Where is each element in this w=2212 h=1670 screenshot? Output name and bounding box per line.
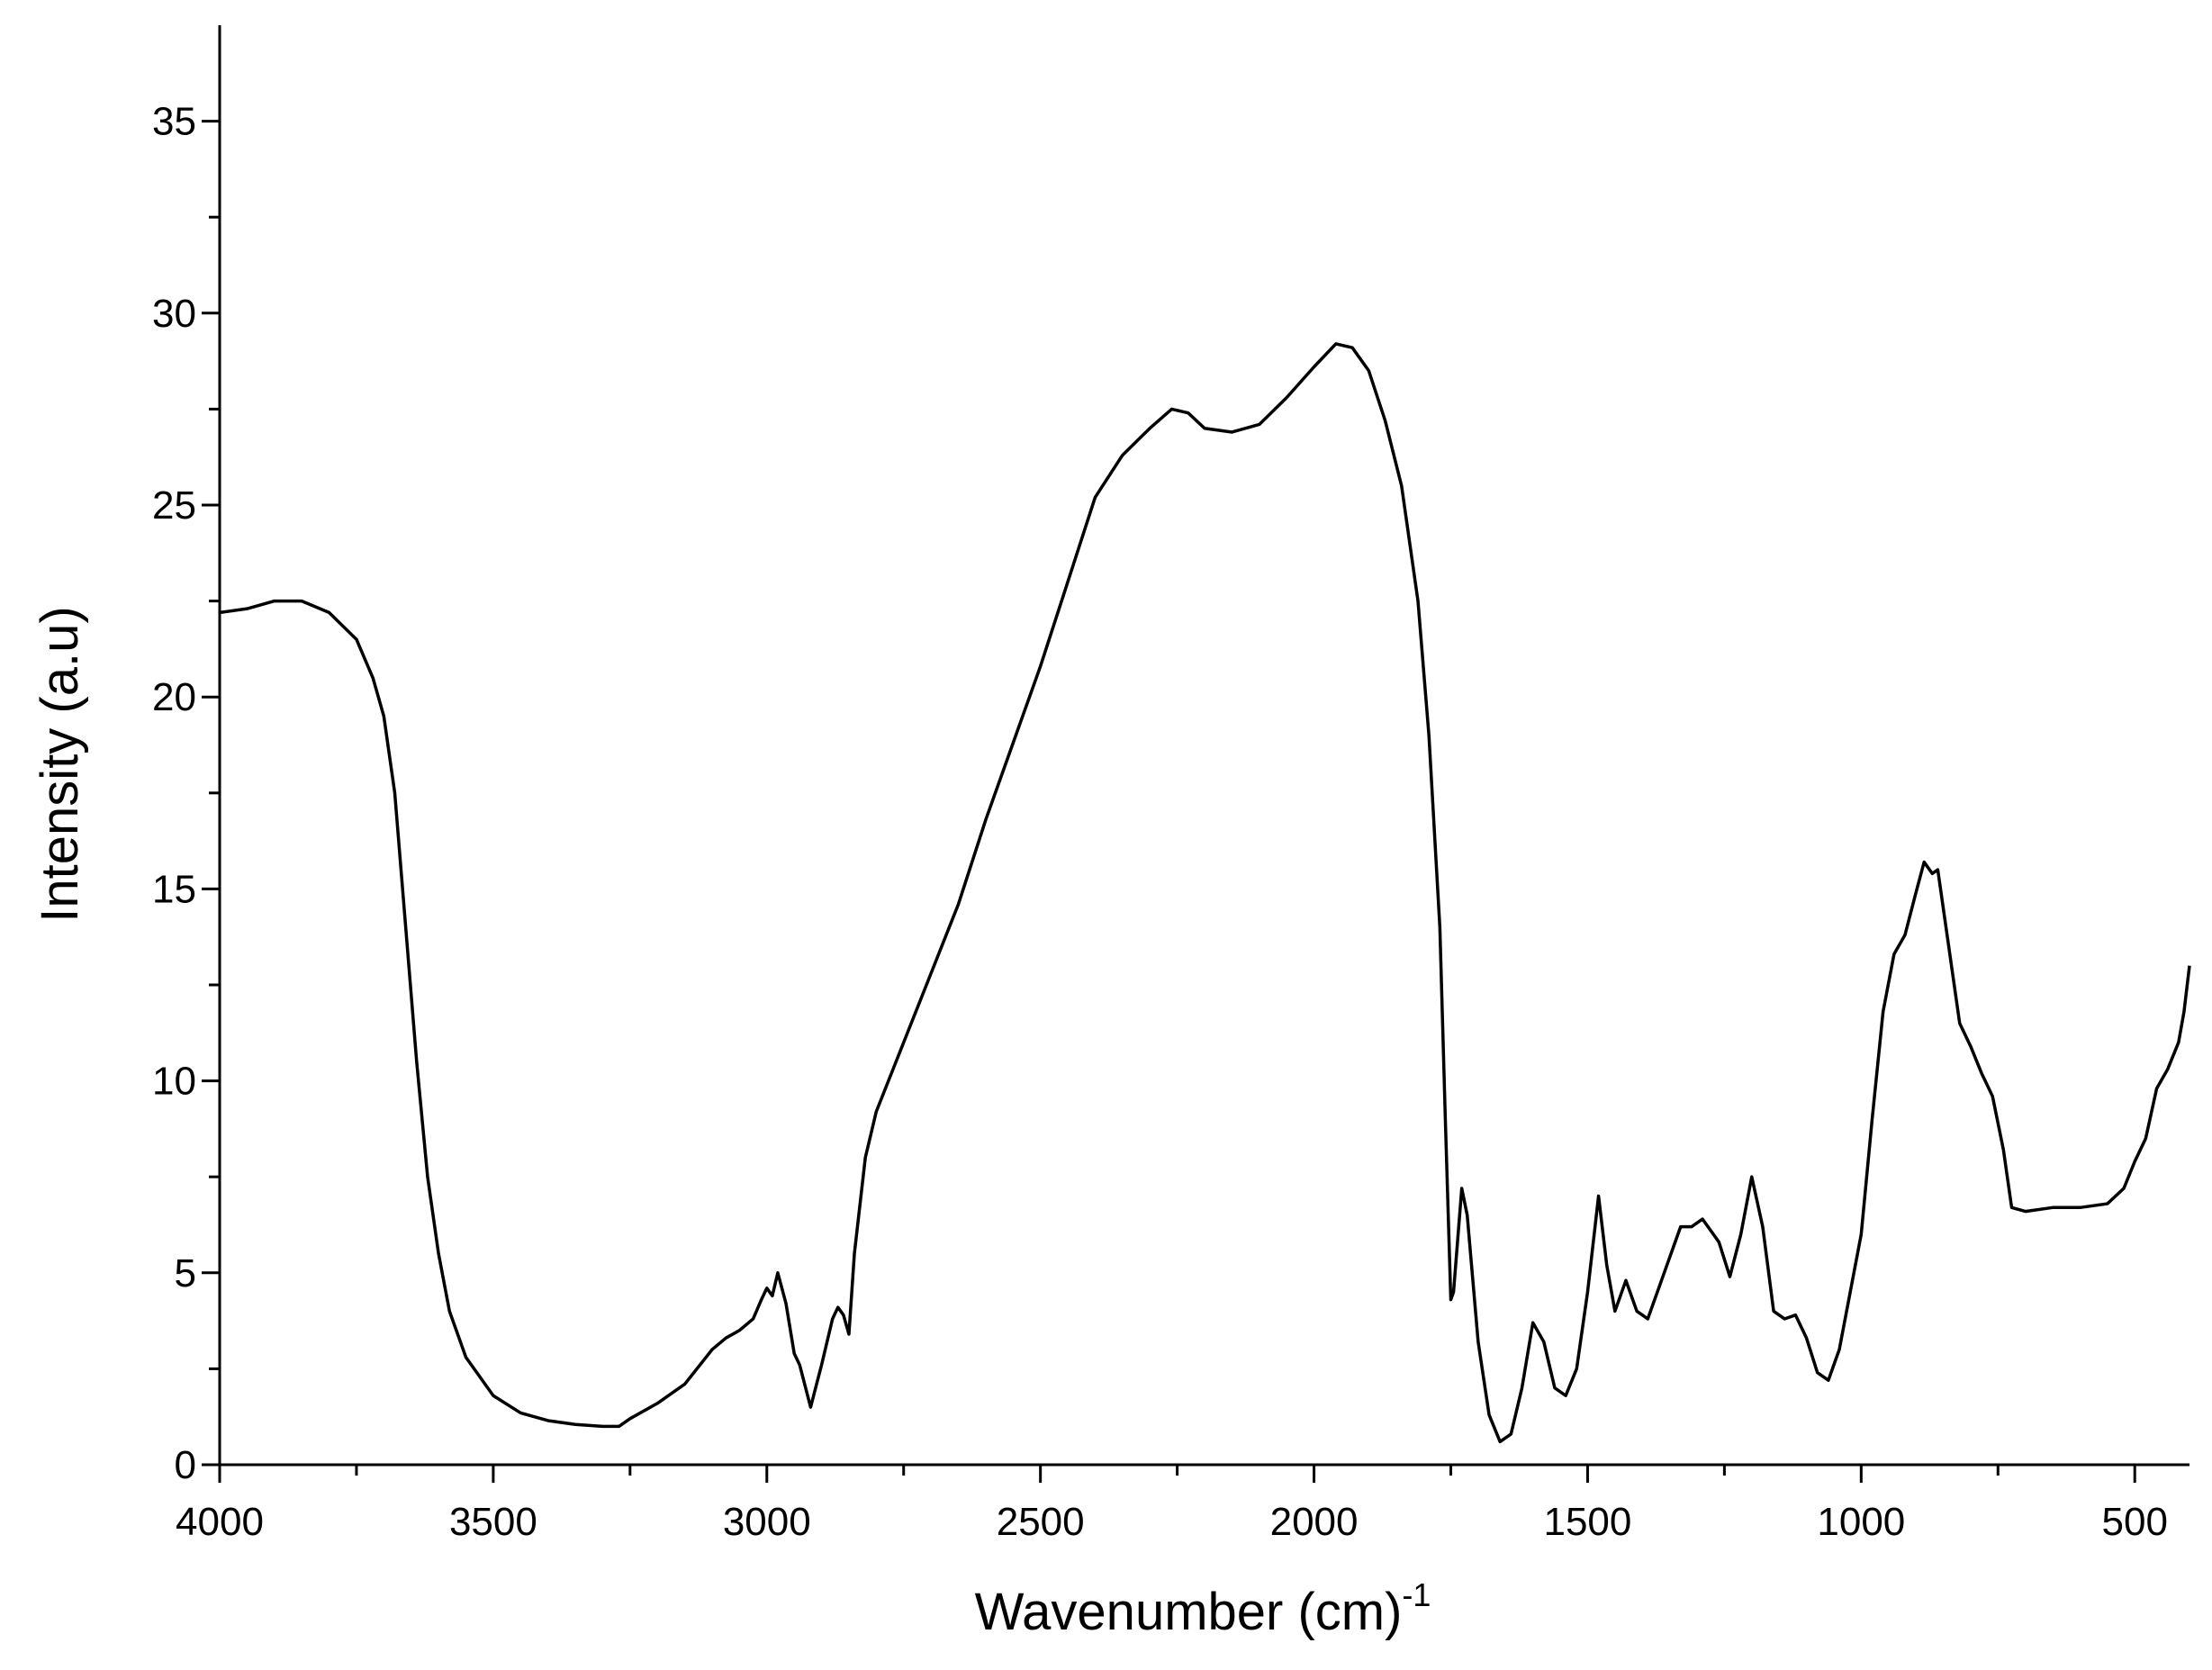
x-tick-label: 3500 [449, 1500, 537, 1544]
y-tick-label: 0 [175, 1443, 196, 1487]
x-tick-label: 4000 [176, 1500, 264, 1544]
y-tick-label: 10 [152, 1060, 196, 1104]
y-tick-label: 25 [152, 483, 196, 528]
x-tick-label: 3000 [723, 1500, 811, 1544]
x-axis-label-superscript: -1 [1402, 1576, 1431, 1613]
spectrum-line [219, 342, 2191, 1444]
x-tick-label: 500 [2102, 1500, 2168, 1544]
y-axis-label: Intensity (a.u) [31, 606, 89, 922]
y-tick-label: 15 [152, 867, 196, 911]
x-axis-label: Wavenumber (cm)-1 [975, 1576, 1431, 1641]
x-tick-label: 2000 [1270, 1500, 1359, 1544]
y-tick-label: 5 [175, 1251, 196, 1295]
y-tick-label: 35 [152, 100, 196, 144]
y-tick-label: 30 [152, 292, 196, 336]
x-tick-label: 2500 [997, 1500, 1085, 1544]
x-tick-label: 1500 [1543, 1500, 1631, 1544]
x-tick-label: 1000 [1817, 1500, 1905, 1544]
x-axis-label-text: Wavenumber (cm) [975, 1583, 1403, 1641]
y-tick-label: 20 [152, 675, 196, 719]
